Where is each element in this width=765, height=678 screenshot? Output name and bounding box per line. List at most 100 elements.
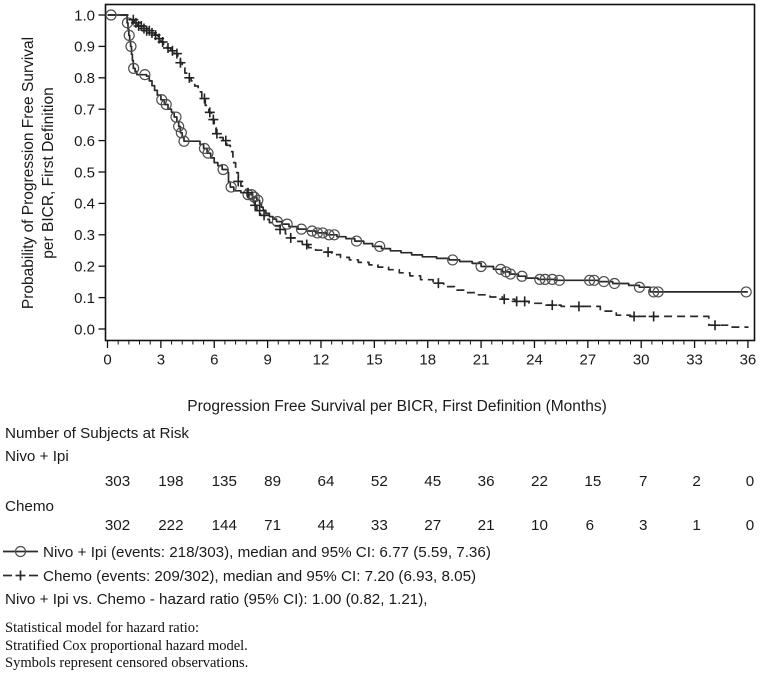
x-tick-label: 24 [526,352,543,369]
risk-count: 71 [264,517,281,534]
censor-marker-circle-icon [652,286,664,298]
hazard-ratio-text: Nivo + Ipi vs. Chemo - hazard ratio (95%… [5,591,427,608]
y-tick-label: 0.8 [74,70,95,87]
x-tick-label: 33 [686,352,703,369]
censor-marker-circle-icon [317,227,329,239]
censor-marker-circle-icon [608,277,621,290]
legend-item-nivo-label: Nivo + Ipi (events: 218/303), median and… [43,544,491,561]
censor-marker-circle-icon [504,268,517,280]
censor-marker-circle-icon [281,218,293,230]
censor-marker-circle-icon [160,98,172,111]
x-tick-label: 12 [313,352,330,369]
x-tick-label: 3 [157,352,165,369]
y-tick-label: 0.4 [74,196,95,213]
censor-marker-circle-icon [584,274,596,286]
censor-marker-circle-icon [173,120,185,133]
censor-marker-circle-icon [295,223,308,235]
censor-marker-circle-icon [539,273,551,285]
censor-marker-circle-icon [306,225,318,237]
footnote-line: Symbols represent censored observations. [5,655,249,671]
censor-marker-circle-icon [553,274,565,286]
y-axis-label-line1: Probability of Progression Free Survival [20,37,37,309]
risk-count: 6 [586,517,594,534]
censor-marker-circle-icon [323,229,335,241]
y-tick-label: 0.1 [74,290,95,307]
risk-count: 222 [158,517,183,534]
footnotes: Statistical model for hazard ratio: Stra… [5,620,248,673]
x-tick-label: 21 [473,352,490,369]
censor-marker-circle-icon [740,286,752,298]
risk-count: 7 [639,473,647,490]
y-axis-label-line2: per BICR, First Definition [40,87,57,258]
risk-group-label-nivo: Nivo + Ipi [5,448,69,465]
censor-marker-circle-icon [447,254,459,266]
y-tick-label: 0.3 [74,227,95,244]
x-tick-label: 15 [366,352,383,369]
risk-count: 303 [105,473,130,490]
y-tick-label: 1.0 [74,7,95,24]
risk-count: 144 [212,517,237,534]
risk-table-title: Number of Subjects at Risk [5,425,189,442]
y-tick-label: 0.9 [74,39,95,56]
censor-marker-circle-icon [105,9,117,21]
censor-marker-circle-icon [598,275,610,288]
km-plot: Probability of Progression Free Survival… [3,3,757,608]
censor-marker-circle-icon [245,189,258,201]
footnote-line: Stratified Cox proportional hazard model… [5,637,248,654]
legend-nivo-circle-icon [14,545,27,558]
censor-marker-circle-icon [217,163,229,176]
censor-marker-circle-icon [202,147,214,159]
legend-item-chemo-label: Chemo (events: 209/302), median and 95% … [43,568,476,585]
risk-count: 198 [158,473,183,490]
risk-count: 15 [584,473,601,490]
survival-curve-chemo [107,14,749,328]
censor-marker-circle-icon [225,181,237,193]
censor-marker-circle-icon [546,273,558,285]
risk-count: 36 [478,473,495,490]
censor-marker-circle-icon [495,263,507,275]
plot-border [104,3,756,342]
censor-marker-circle-icon [123,29,135,42]
censor-marker-circle-icon [648,286,660,298]
y-tick-label: 0.5 [74,164,95,181]
risk-count: 135 [212,473,237,490]
risk-count: 45 [424,473,441,490]
risk-group-label-chemo: Chemo [5,498,54,515]
risk-count: 33 [371,517,388,534]
censor-marker-circle-icon [248,191,260,203]
censor-marker-circle-icon [178,135,190,147]
risk-count: 3 [639,517,647,534]
risk-count: 2 [692,473,700,490]
y-tick-label: 0.7 [74,102,95,119]
y-tick-label: 0.0 [74,321,95,338]
risk-count: 21 [478,517,495,534]
risk-count: 52 [371,473,388,490]
risk-count: 89 [264,473,281,490]
censor-marker-circle-icon [516,270,528,282]
risk-count: 27 [424,517,441,534]
censor-marker-circle-icon [534,273,546,285]
x-tick-label: 36 [740,352,757,369]
censor-marker-circle-icon [350,235,363,247]
risk-count: 302 [105,517,130,534]
footnote-line: Statistical model for hazard ratio: [5,620,200,636]
censor-marker-circle-icon [128,62,140,74]
censor-marker-circle-icon [139,69,151,81]
censor-marker-circle-icon [475,260,487,273]
y-tick-label: 0.6 [74,133,95,150]
x-tick-label: 9 [263,352,271,369]
x-tick-label: 18 [419,352,436,369]
y-tick-label: 0.2 [74,259,95,276]
risk-count: 44 [318,517,335,534]
censor-marker-circle-icon [125,40,137,53]
risk-count: 0 [746,473,754,490]
risk-count: 0 [746,517,754,534]
censor-marker-circle-icon [311,227,324,239]
x-tick-label: 0 [103,352,111,369]
x-tick-label: 6 [210,352,218,369]
censor-marker-circle-icon [175,127,187,139]
risk-count: 10 [531,517,548,534]
risk-count: 1 [692,517,700,534]
censor-marker-circle-icon [633,281,646,293]
